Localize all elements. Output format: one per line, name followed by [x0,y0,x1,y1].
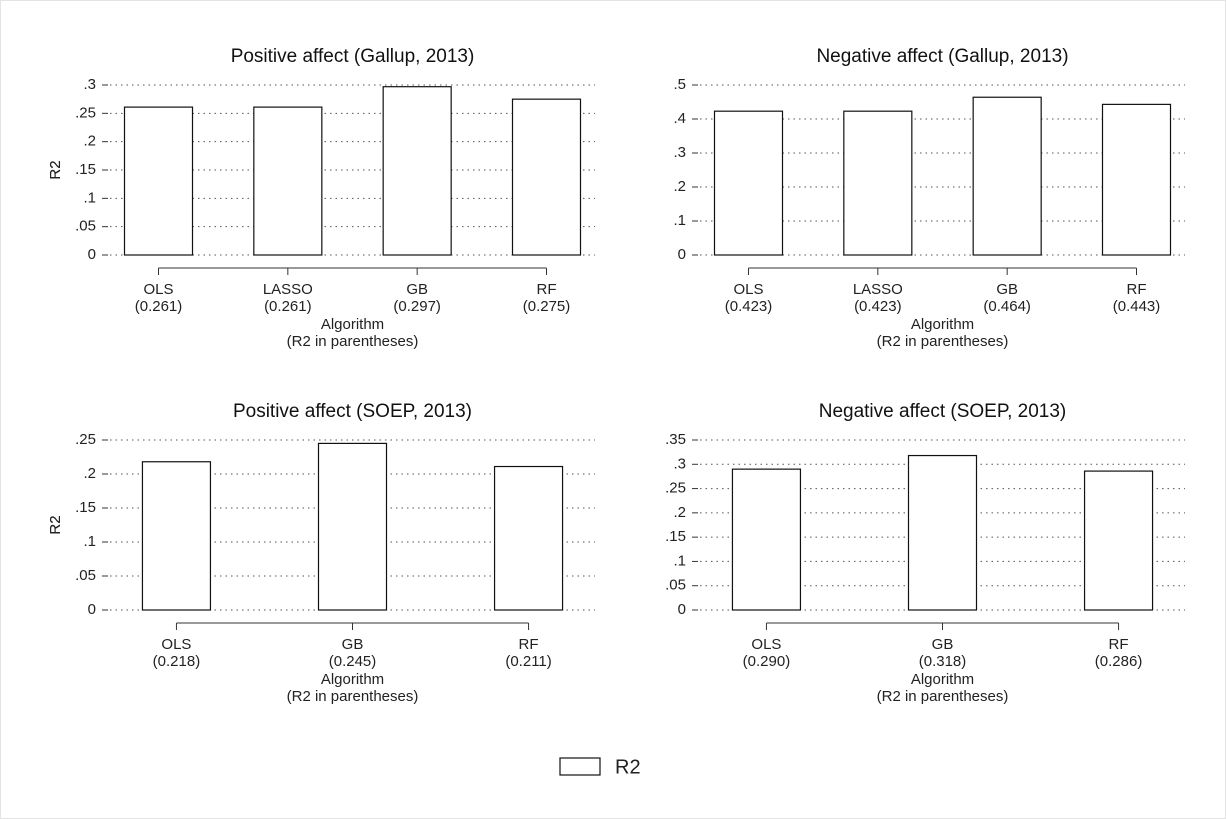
y-tick-label: 0 [88,601,96,618]
chart-title: Positive affect (Gallup, 2013) [231,46,475,67]
y-tick-label: .3 [83,76,96,93]
legend-swatch [559,757,601,776]
value-label: (0.245) [329,653,377,670]
bar [1083,470,1154,611]
value-label: (0.423) [725,298,773,315]
legend-label: R2 [615,756,641,778]
bar [382,86,452,256]
value-label: (0.423) [854,298,902,315]
y-tick-label: .05 [75,218,96,235]
bar [511,98,582,256]
y-tick-label: .05 [665,577,686,594]
chart-title: Positive affect (SOEP, 2013) [233,401,472,422]
bar [731,468,802,611]
y-tick-label: .5 [673,76,686,93]
value-label: (0.464) [983,298,1031,315]
bar [123,106,194,256]
y-tick-label: .15 [665,528,686,545]
x-axis-label: (R2 in parentheses) [877,688,1009,705]
y-tick-label: .3 [673,144,686,161]
y-tick-label: .1 [673,552,686,569]
bar [1101,103,1172,256]
y-tick-label: .25 [665,480,686,497]
y-tick-label: .2 [83,465,96,482]
bar [493,465,564,611]
value-label: (0.211) [505,653,551,670]
y-tick-label: .1 [83,533,96,550]
value-label: (0.275) [523,298,571,315]
x-tick-label: GB [406,281,428,298]
x-axis-label: Algorithm [911,671,974,688]
y-tick-label: .25 [75,104,96,121]
bar [843,110,913,256]
x-axis-label: Algorithm [911,316,974,333]
x-tick-label: RF [519,636,539,653]
y-tick-label: .15 [75,499,96,516]
y-tick-label: .2 [673,504,686,521]
y-axis-label: R2 [47,515,64,534]
value-label: (0.297) [393,298,441,315]
x-tick-label: GB [996,281,1018,298]
x-tick-label: RF [1109,636,1129,653]
chart-title: Negative affect (Gallup, 2013) [816,46,1068,67]
bar [141,461,212,611]
x-tick-label: LASSO [263,281,313,298]
x-axis-label: Algorithm [321,671,384,688]
bar [317,442,388,611]
x-tick-label: LASSO [853,281,903,298]
chart-title: Negative affect (SOEP, 2013) [819,401,1067,422]
x-tick-label: OLS [751,636,781,653]
value-label: (0.443) [1113,298,1161,315]
value-label: (0.261) [135,298,183,315]
x-axis-label: (R2 in parentheses) [287,333,419,350]
y-axis-label: R2 [47,160,64,179]
y-tick-label: .2 [673,178,686,195]
value-label: (0.218) [153,653,201,670]
y-tick-label: .15 [75,161,96,178]
y-tick-label: .4 [673,110,686,127]
value-label: (0.261) [264,298,312,315]
y-tick-label: 0 [88,246,96,263]
bar [972,96,1042,256]
x-tick-label: GB [342,636,364,653]
y-tick-label: .1 [83,189,96,206]
y-tick-label: .05 [75,567,96,584]
y-tick-label: .2 [83,133,96,150]
y-tick-label: 0 [678,601,686,618]
x-tick-label: OLS [733,281,763,298]
y-axis-label: R2 [47,160,64,179]
x-tick-label: OLS [143,281,173,298]
value-label: (0.286) [1095,653,1143,670]
bar [907,454,978,611]
y-axis-label: R2 [47,515,64,534]
x-tick-label: RF [1127,281,1147,298]
bar [713,110,784,256]
value-label: (0.290) [743,653,791,670]
x-axis-label: (R2 in parentheses) [287,688,419,705]
y-tick-label: .35 [665,431,686,448]
y-tick-label: .25 [75,431,96,448]
bar [253,106,323,256]
x-axis-label: (R2 in parentheses) [877,333,1009,350]
x-tick-label: GB [932,636,954,653]
y-tick-label: .3 [673,455,686,472]
x-tick-label: OLS [161,636,191,653]
y-tick-label: .1 [673,212,686,229]
x-axis-label: Algorithm [321,316,384,333]
value-label: (0.318) [919,653,967,670]
y-tick-label: 0 [678,246,686,263]
x-tick-label: RF [537,281,557,298]
